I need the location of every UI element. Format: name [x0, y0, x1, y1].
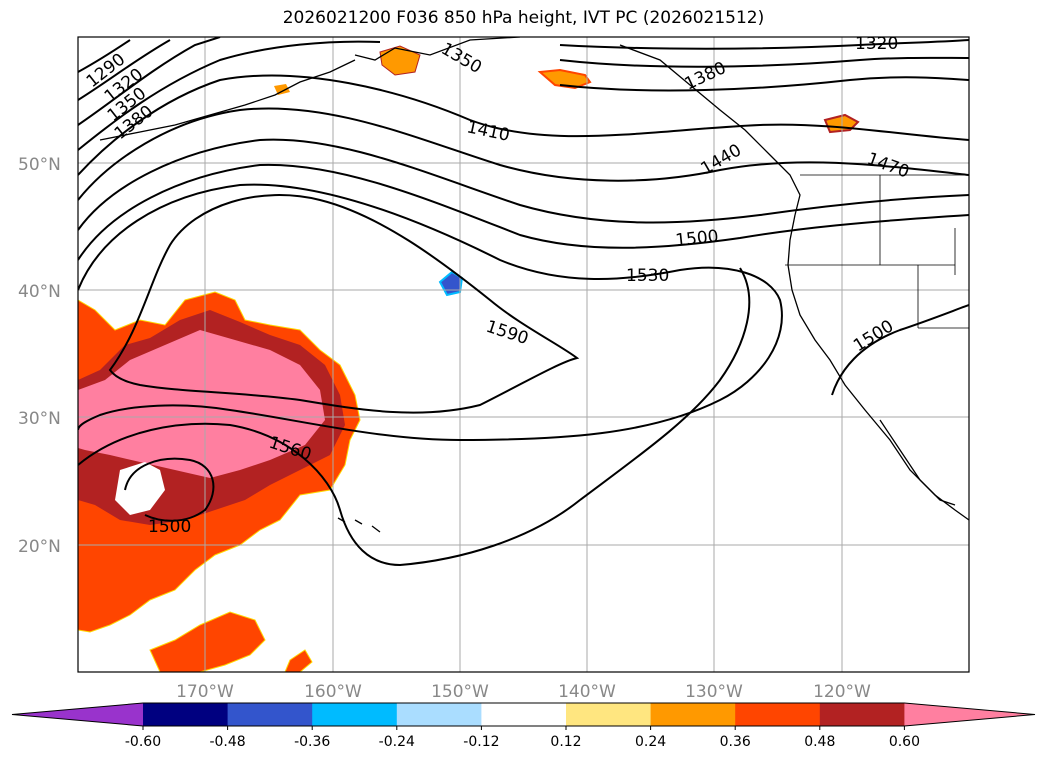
colorbar-segment	[312, 703, 398, 726]
contour-1380-west	[78, 40, 381, 151]
lon-label: 140°W	[558, 682, 616, 702]
colorbar-segment	[396, 703, 482, 726]
contour-label: 1350	[438, 39, 485, 78]
colorbar-tick-label: 0.48	[804, 734, 835, 750]
contour-1500-south	[124, 457, 215, 522]
lon-label: 160°W	[304, 682, 362, 702]
contour-1320-west	[78, 39, 171, 101]
lon-label: 150°W	[431, 682, 489, 702]
colorbar-tick-label: 0.60	[889, 734, 920, 750]
colorbar-segment	[227, 703, 313, 726]
us-west-coast	[787, 214, 969, 521]
colorbar-segment	[481, 703, 567, 726]
colorbar-tick-label: -0.24	[379, 734, 415, 750]
contour-label: 1320	[855, 34, 898, 54]
ivt-region-pink	[78, 330, 325, 478]
contour-label: 1500	[674, 227, 719, 251]
contour-1470	[78, 138, 969, 231]
bc-coast	[619, 44, 801, 216]
colorbar: -0.60 -0.48 -0.36 -0.24 -0.12 0.12 0.24 0.36 0.4…	[11, 702, 1036, 750]
colorbar-segment	[650, 703, 736, 726]
contour-1560	[78, 267, 751, 567]
contour-label: 1470	[864, 149, 911, 183]
alaska-coast	[354, 37, 521, 61]
ivt-region-orange-south2	[284, 649, 313, 672]
state-borders	[785, 174, 969, 329]
colorbar-extend-min	[12, 703, 143, 726]
contour-label: 1500	[850, 316, 897, 356]
colorbar-segment	[143, 703, 229, 726]
baja	[879, 419, 956, 506]
colorbar-segment	[566, 703, 652, 726]
contour-label: 1410	[465, 117, 511, 146]
ivt-patch-alaska	[379, 45, 421, 76]
aleutians	[99, 59, 356, 141]
colorbar-segment	[819, 703, 905, 726]
contour-label: 1530	[626, 266, 669, 286]
colorbar-extend-max	[904, 703, 1035, 726]
map-title: 2026021200 F036 850 hPa height, IVT PC (…	[282, 8, 765, 28]
contour-label: 1500	[148, 517, 191, 537]
colorbar-tick-label: -0.36	[294, 734, 330, 750]
contour-1350-east	[559, 56, 969, 68]
lat-label: 50°N	[18, 155, 61, 175]
colorbar-segment	[735, 703, 821, 726]
contour-1500-north	[78, 163, 969, 261]
colorbar-tick-label: 0.12	[550, 734, 581, 750]
colorbar-tick-label: -0.60	[125, 734, 161, 750]
colorbar-tick-label: -0.12	[463, 734, 499, 750]
contour-1410	[78, 74, 969, 176]
contour-1350-west	[78, 37, 221, 126]
lat-label: 40°N	[18, 282, 61, 302]
lon-label: 130°W	[685, 682, 743, 702]
lat-label: 30°N	[18, 409, 61, 429]
contour-1290	[78, 39, 131, 73]
lon-label: 170°W	[176, 682, 234, 702]
contour-label: 1590	[483, 317, 530, 349]
colorbar-tick-label: 0.24	[635, 734, 666, 750]
ivt-patch-gulf	[537, 68, 592, 90]
colorbar-tick-label: -0.48	[209, 734, 245, 750]
colorbar-tick-label: 0.36	[720, 734, 751, 750]
ivt-negative-patch	[438, 270, 464, 297]
height-contours	[78, 37, 969, 567]
map-frame	[77, 36, 970, 673]
ivt-hole	[115, 462, 165, 515]
contour-1590	[108, 194, 580, 414]
ivt-shading	[78, 45, 860, 672]
contour-1530	[78, 183, 783, 442]
coastlines	[99, 37, 969, 533]
ivt-patch-aleutian	[274, 84, 290, 95]
contour-1500-east	[831, 304, 969, 396]
contour-1380-east	[559, 76, 969, 92]
ivt-region-orange-south	[149, 611, 266, 672]
lat-label: 20°N	[18, 537, 61, 557]
contour-label: 1440	[698, 140, 745, 179]
contour-1320-east	[559, 39, 969, 50]
lon-label: 120°W	[813, 682, 871, 702]
contour-1440	[78, 107, 969, 201]
